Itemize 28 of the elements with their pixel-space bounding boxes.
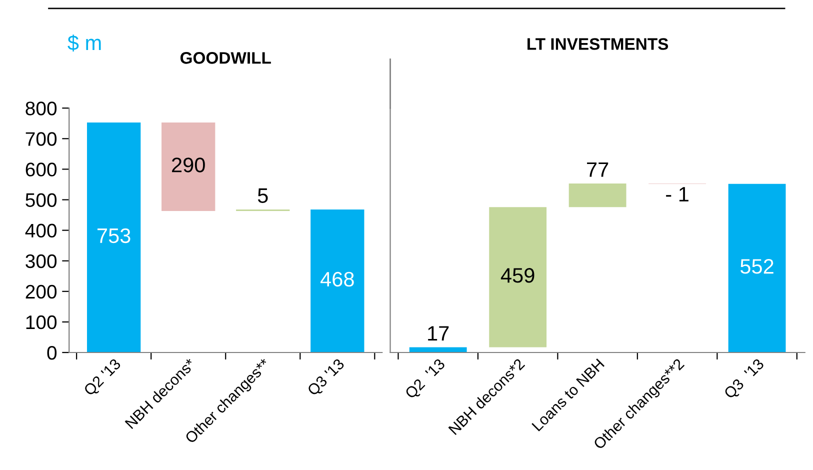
chart-title: GOODWILL: [180, 52, 271, 64]
data-label: 17: [428, 326, 449, 341]
bar: [728, 184, 786, 352]
y-tick-label: 400: [25, 224, 57, 238]
data-label: 5: [258, 188, 268, 203]
bar: [489, 207, 547, 348]
x-tick-label: Q3 '13: [723, 358, 766, 402]
data-label: 468: [320, 272, 354, 287]
data-label: 290: [172, 158, 205, 172]
data-label: 77: [587, 162, 608, 177]
data-label: 459: [500, 268, 534, 283]
x-tick-label: Q3 '13: [306, 358, 347, 398]
y-tick-label: 700: [26, 132, 57, 146]
y-tick-label: 0: [47, 346, 57, 360]
chart-title: LT INVESTMENTS: [528, 38, 668, 50]
y-tick-label: 200: [26, 284, 57, 299]
x-tick-label: Q2 '13: [404, 358, 448, 402]
y-axis-title: $ m: [68, 34, 101, 52]
x-tick-label: Q2 '13: [83, 358, 124, 398]
y-tick-label: 800: [26, 102, 57, 116]
y-tick-label: 600: [26, 162, 57, 176]
data-label: - 1: [666, 187, 688, 202]
data-label: 753: [98, 228, 130, 244]
y-tick-label: 500: [26, 193, 57, 207]
y-tick-label: 100: [26, 315, 57, 330]
y-tick-label: 300: [26, 254, 57, 268]
data-label: 552: [740, 259, 774, 274]
bar: [568, 184, 626, 208]
